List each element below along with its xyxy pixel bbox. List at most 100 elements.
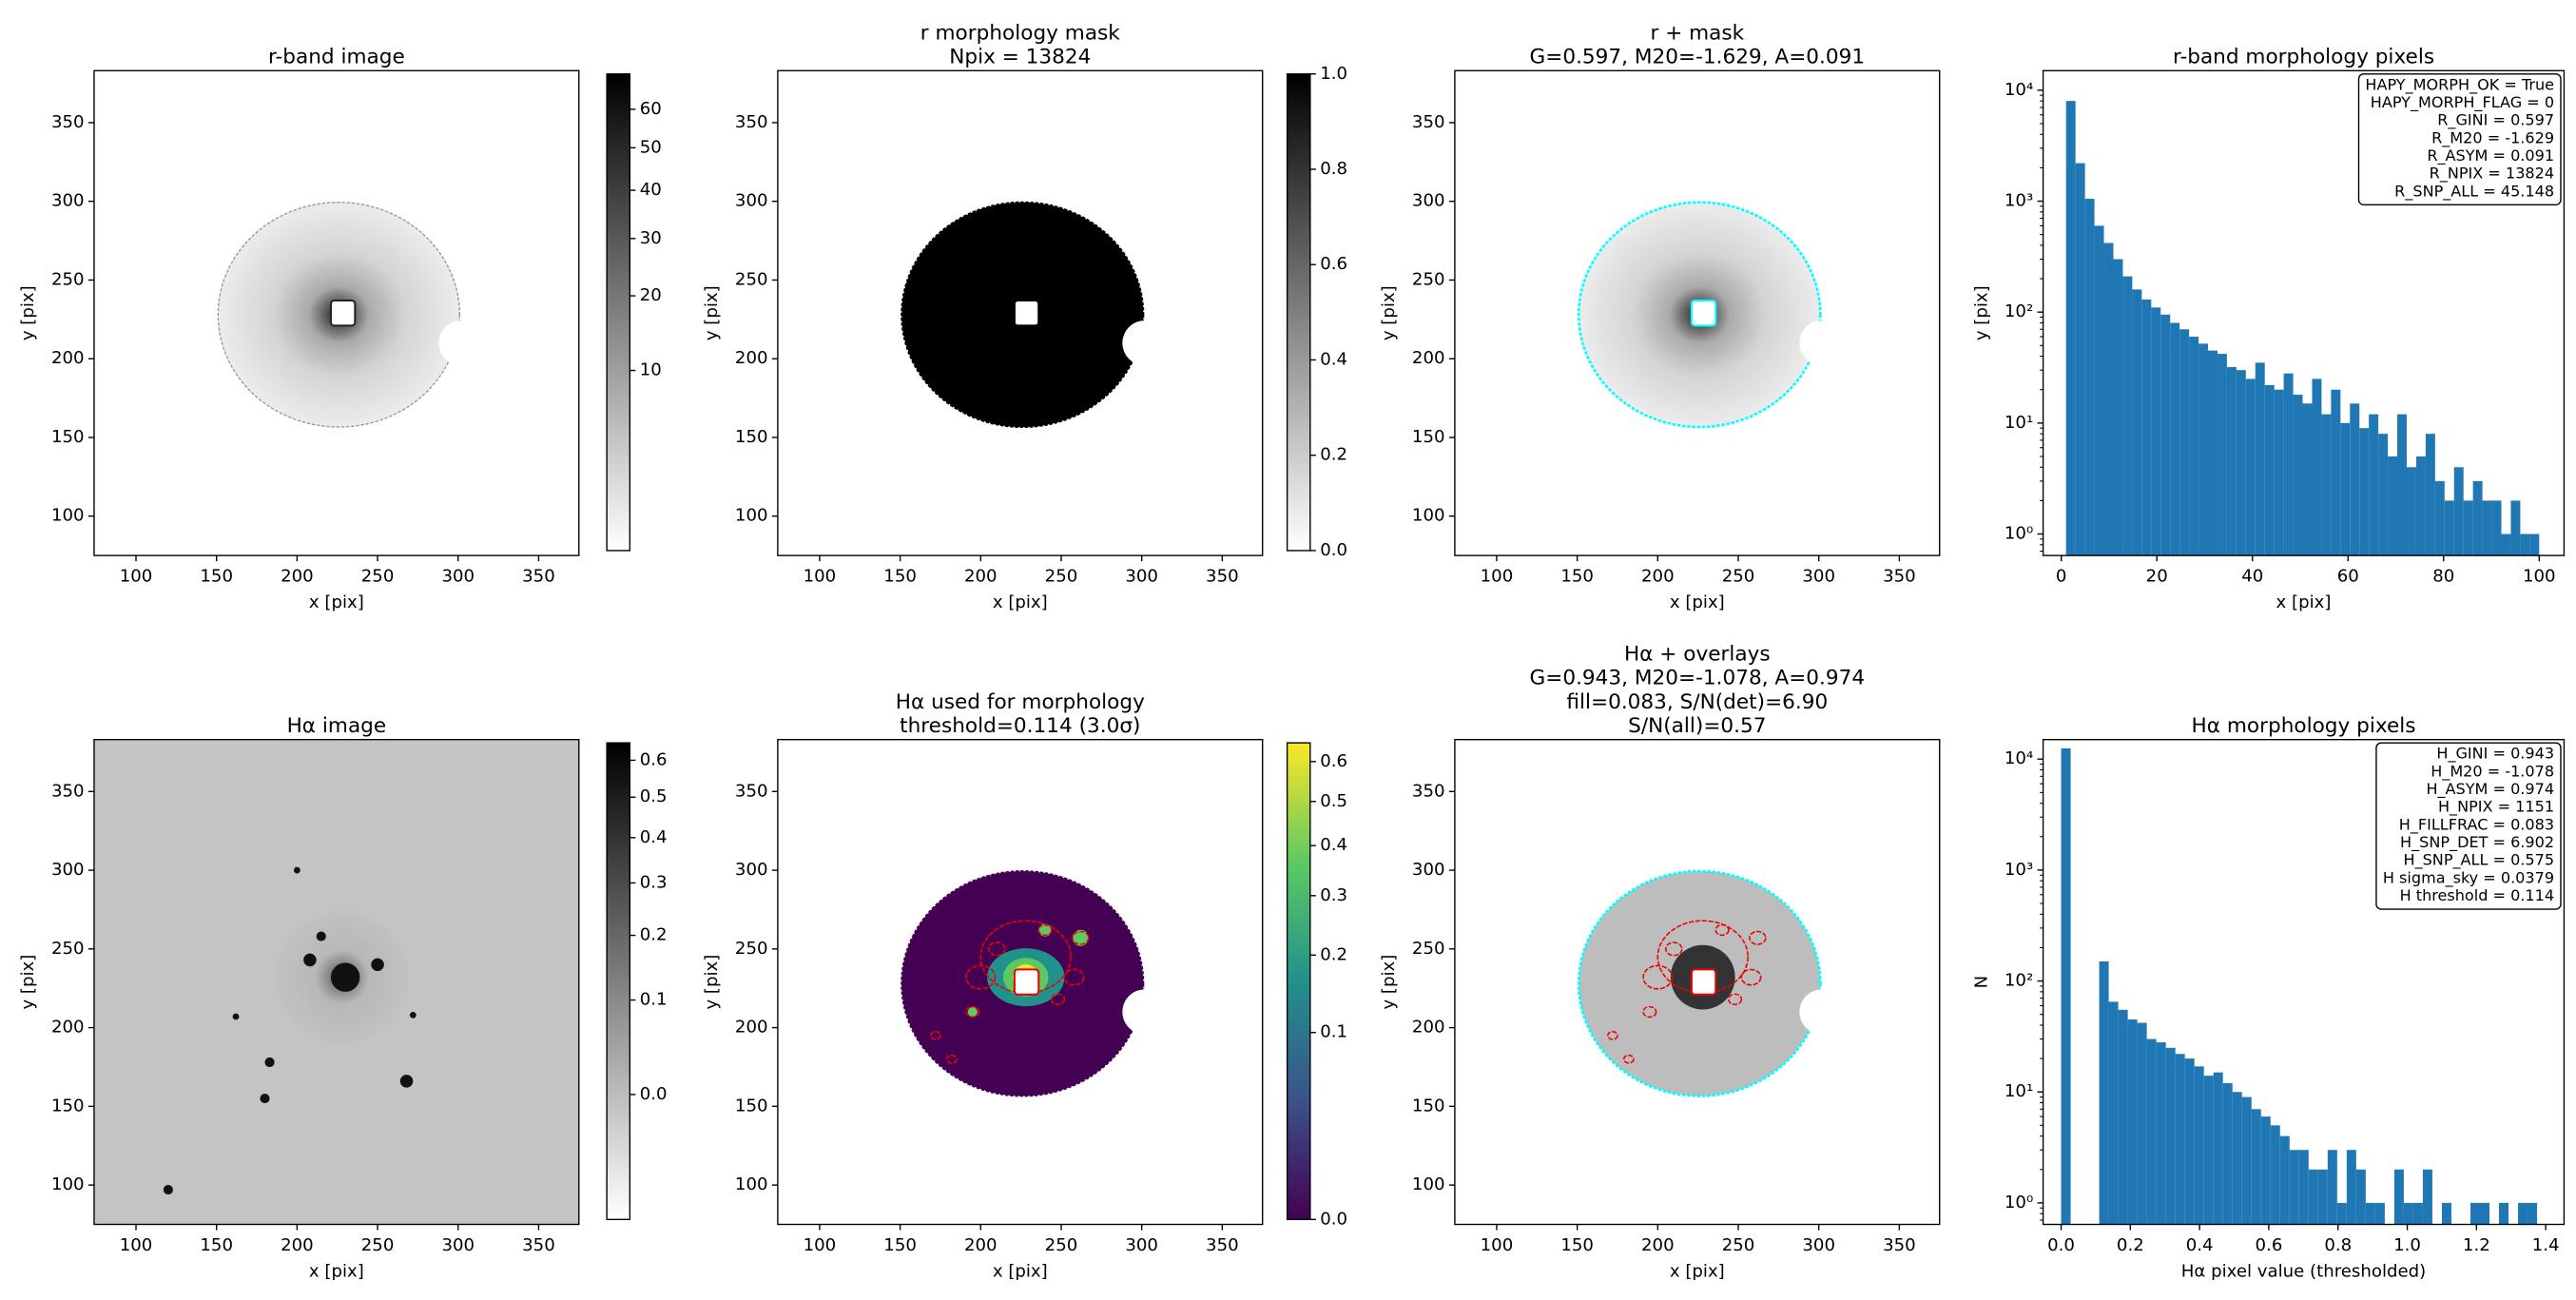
x-axis-label: x [pix]: [309, 1262, 364, 1282]
y-tick-label: 150: [51, 427, 85, 447]
image-source: [330, 962, 360, 992]
hist-bar: [2415, 456, 2426, 556]
image-center-hole: [329, 299, 357, 327]
panel-title: S/N(all)=0.57: [1628, 714, 1766, 738]
axes-frame: [777, 69, 1264, 556]
x-tick-label: 100: [804, 567, 837, 587]
x-tick-label: 1.2: [2463, 1235, 2490, 1255]
hist-bar: [2425, 434, 2435, 556]
x-tick-label: 100: [120, 1235, 153, 1255]
y-tick-label: 100: [735, 1174, 768, 1194]
x-tick-label: 0.6: [2256, 1235, 2283, 1255]
x-tick-label: 350: [1206, 1235, 1239, 1255]
hist-bar: [2103, 243, 2114, 556]
y-tick-label: 100: [51, 506, 85, 526]
colorbar-tick-label: 40: [640, 180, 662, 200]
x-tick-label: 200: [964, 1235, 997, 1255]
plot-area: [93, 739, 579, 1225]
panel-title: Hα + overlays: [1624, 643, 1771, 667]
colorbar-tick-label: 0.3: [1320, 885, 1347, 905]
colorbar-tick-label: 1.0: [1320, 64, 1347, 84]
hist-bar: [2422, 1169, 2432, 1225]
plot-area: [2065, 101, 2540, 556]
contour: [965, 964, 997, 990]
y-tick-label: 10²: [2005, 301, 2033, 321]
annotation-line: H_M20 = -1.078: [2431, 762, 2554, 781]
panel: Hα image 100 150 200 250 300 350 100 150 200 250 30…: [18, 714, 668, 1282]
panel-title: r morphology mask: [920, 21, 1121, 45]
hist-bar: [2213, 1072, 2223, 1225]
plot-area: [901, 870, 1168, 1097]
hist-bar: [2289, 1150, 2299, 1225]
hist-bar: [2472, 480, 2483, 556]
x-tick-label: 300: [1125, 1235, 1158, 1255]
hist-bar: [2359, 428, 2370, 556]
x-tick-label: 250: [361, 1235, 395, 1255]
hist-bar: [2194, 1066, 2204, 1225]
hist-bar: [2518, 1202, 2528, 1225]
contour: [1740, 968, 1762, 986]
annotation-box: [2357, 73, 2562, 206]
hist-bar: [2350, 403, 2360, 556]
colorbar-tick-label: 0.0: [1320, 1209, 1347, 1229]
hist-bar: [2146, 1038, 2157, 1225]
x-tick-label: 150: [200, 567, 233, 587]
y-tick-label: 10³: [2005, 191, 2033, 211]
panel-title: r-band morphology pixels: [2173, 45, 2434, 68]
hist-bar: [2491, 500, 2502, 556]
contour: [1749, 930, 1767, 945]
x-tick-label: 200: [964, 567, 997, 587]
image-source: [293, 866, 300, 874]
contour: [965, 1005, 980, 1019]
plot-area: [1577, 869, 1845, 1097]
annotation-line: R_ASYM = 0.091: [2427, 146, 2554, 165]
annotation-line: R_GINI = 0.597: [2437, 111, 2554, 130]
contour: [1037, 923, 1053, 937]
y-tick-label: 200: [735, 1018, 768, 1038]
hist-bar: [2208, 350, 2218, 556]
annotation-line: HAPY_MORPH_FLAG = 0: [2371, 93, 2554, 112]
hist-bar: [2374, 1202, 2385, 1225]
x-tick-label: 250: [1722, 567, 1755, 587]
hist-bar: [2412, 1202, 2423, 1225]
hist-bar: [2245, 378, 2256, 556]
colorbar-tick-label: 0.3: [640, 872, 668, 892]
y-tick-label: 250: [51, 939, 85, 959]
hist-bar: [2444, 500, 2454, 556]
colorbar-tick-label: 0.4: [640, 827, 668, 847]
hist-bar: [2388, 456, 2398, 556]
colorbar-tick-label: 0.5: [1320, 791, 1347, 811]
colorbar-tick-label: 0.4: [1320, 349, 1347, 369]
hist-bar: [2226, 366, 2237, 556]
hist-bar: [2165, 1047, 2176, 1225]
hist-bar: [2217, 354, 2227, 556]
hist-bar: [2274, 389, 2284, 556]
image-notch: [438, 320, 484, 366]
axes-frame: [2042, 738, 2566, 1226]
plot-area: [901, 201, 1168, 429]
hist-bar: [2441, 1202, 2451, 1225]
annotation-box: [2375, 742, 2562, 910]
panel-title: Hα image: [287, 714, 387, 738]
hist-bar: [2075, 163, 2085, 556]
hist-bar: [2156, 1042, 2166, 1225]
x-tick-label: 200: [281, 567, 314, 587]
hist-bar: [2434, 480, 2445, 556]
annotation-line: R_NPIX = 13824: [2430, 165, 2554, 184]
x-tick-label: 150: [1560, 1235, 1594, 1255]
y-tick-label: 10⁰: [2005, 524, 2033, 544]
x-tick-label: 250: [1722, 1235, 1755, 1255]
panel: r-band image 100 150 200 250 300 350 100 150 200 2…: [18, 45, 662, 612]
x-tick-label: 100: [120, 567, 153, 587]
image-source: [371, 958, 384, 972]
y-tick-label: 200: [1412, 348, 1445, 368]
annotation-line: H_ASYM = 0.974: [2426, 780, 2554, 799]
image-source: [967, 1006, 978, 1018]
x-tick-label: 100: [804, 1235, 837, 1255]
colorbar-tick-label: 0.2: [1320, 944, 1347, 964]
hist-bar: [2397, 414, 2407, 556]
x-tick-label: 150: [200, 1235, 233, 1255]
x-tick-label: 0.2: [2117, 1235, 2144, 1255]
